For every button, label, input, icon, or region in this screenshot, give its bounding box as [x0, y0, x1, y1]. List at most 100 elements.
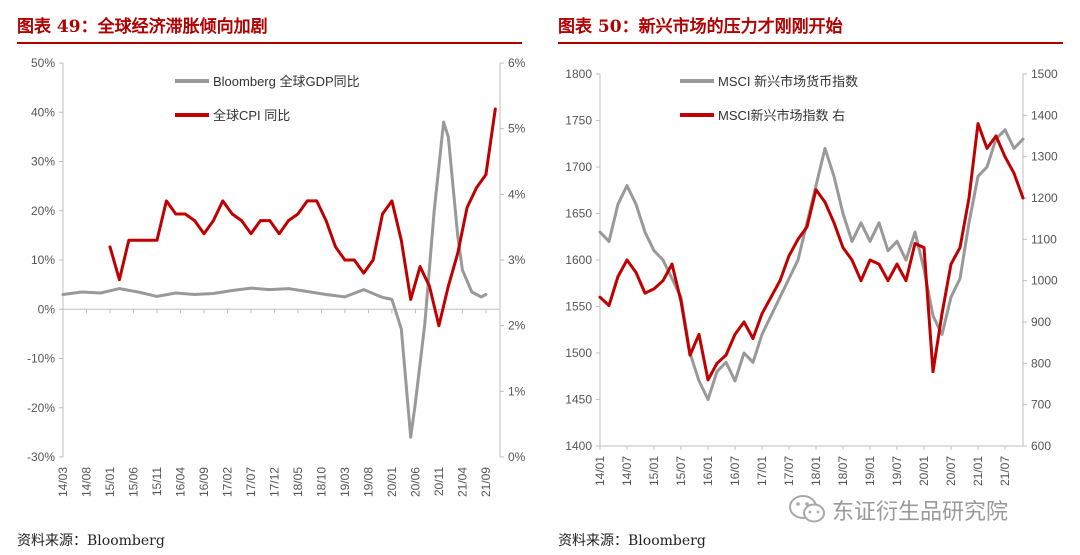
series-2-point — [814, 188, 818, 191]
series-1-point — [1003, 128, 1007, 132]
series-2-point — [428, 285, 431, 288]
series-2-point — [634, 271, 638, 274]
series-2-point — [484, 173, 488, 176]
y-left-tick-label: 1700 — [565, 160, 592, 174]
y-right-tick-label: 800 — [1031, 356, 1051, 370]
legend-label-2: 全球CPI 同比 — [213, 108, 290, 123]
series-2-point — [958, 246, 962, 249]
series-2-point — [287, 219, 290, 222]
series-line-2 — [108, 107, 497, 328]
x-tick-label: 20/07 — [944, 456, 958, 486]
series-2-point — [850, 258, 854, 262]
series-2-point — [607, 304, 611, 307]
y-left-tick-label: 1450 — [565, 393, 592, 407]
y-left-tick-label: -10% — [27, 352, 55, 366]
series-2-point — [913, 242, 917, 245]
series-2-point — [778, 279, 782, 283]
series-2-point — [787, 254, 791, 258]
series-2-point — [390, 199, 394, 203]
series-2-point — [249, 232, 253, 235]
series-2-point — [796, 238, 800, 241]
series-2-point — [661, 279, 665, 283]
series-1-point — [940, 333, 944, 336]
series-1-point — [859, 221, 863, 225]
series-2-point — [409, 298, 413, 301]
series-1-point — [456, 234, 460, 237]
series-2-point — [967, 196, 971, 200]
series-2-point — [949, 262, 953, 266]
series-1-point — [706, 398, 710, 401]
right-title-rule — [558, 42, 1063, 44]
x-tick-label: 17/12 — [267, 467, 281, 497]
y-right-tick-label: 900 — [1031, 315, 1051, 329]
y-left-tick-label: -30% — [27, 450, 55, 464]
y-right-tick-label: 0% — [508, 450, 526, 464]
left-chart-panel: 图表 49：全球经济滞胀倾向加剧 -30% -20% -10% 0% 10% 20% 30%… — [17, 17, 526, 549]
series-1-point — [362, 288, 366, 291]
series-2-point — [371, 258, 375, 262]
series-2-point — [174, 212, 178, 216]
series-2-point — [315, 199, 319, 203]
x-tick-label: 16/01 — [701, 456, 715, 486]
right-chart-title: 图表 50：新兴市场的压力才刚刚开始 — [558, 17, 843, 37]
series-2-point — [343, 258, 347, 262]
series-2-point — [769, 295, 773, 299]
series-2-point — [922, 246, 926, 249]
x-tick-label: 14/07 — [620, 456, 634, 486]
series-1-point — [118, 287, 121, 290]
series-2-point — [670, 262, 674, 266]
x-tick-label: 14/08 — [79, 467, 93, 497]
series-2-point — [353, 258, 356, 262]
x-tick-label: 19/07 — [890, 456, 904, 486]
series-1-point — [607, 240, 611, 243]
y-left-tick-label: 1500 — [565, 346, 592, 360]
y-left-tick-label: 1750 — [565, 114, 592, 128]
series-1-point — [823, 147, 827, 150]
series-1-point — [949, 295, 953, 299]
series-2-point — [456, 252, 460, 255]
y-left-tick-label: 1400 — [565, 439, 592, 453]
series-1-point — [423, 322, 427, 326]
series-2-point — [643, 291, 647, 295]
series-1-point — [868, 240, 872, 243]
series-1-point — [787, 277, 791, 280]
series-1-point — [470, 290, 474, 294]
series-1-point — [136, 290, 140, 294]
x-tick-label: 18/07 — [836, 456, 850, 486]
y-right-tick-label: 6% — [508, 56, 526, 70]
series-1-point — [461, 268, 464, 272]
series-1-point — [697, 379, 701, 383]
series-2-point — [742, 320, 746, 324]
y-right-tick-label: 1200 — [1031, 191, 1058, 205]
series-1-point — [751, 361, 755, 364]
series-1-point — [895, 240, 899, 243]
series-1-point — [742, 351, 746, 355]
series-2-point — [895, 262, 899, 266]
left-title-rule — [17, 42, 522, 44]
series-2-point — [877, 262, 881, 266]
series-2-point — [155, 239, 159, 242]
x-tick-label: 18/10 — [314, 467, 328, 497]
series-2-point — [202, 232, 206, 235]
series-1-point — [877, 221, 881, 225]
series-1-point — [400, 327, 403, 331]
series-line-1 — [598, 128, 1025, 401]
series-1-point — [913, 230, 917, 234]
series-2-point — [146, 239, 149, 242]
right-chart-panel: 图表 50：新兴市场的压力才刚刚开始 1400 1450 1500 1550 1600 1… — [540, 0, 1080, 555]
y-right-tick-label: 600 — [1031, 439, 1051, 453]
series-1-point — [381, 296, 384, 299]
x-tick-label: 18/01 — [809, 456, 823, 486]
series-2-point — [447, 285, 450, 288]
series-1-point — [625, 184, 629, 187]
series-1-point — [715, 370, 719, 373]
x-tick-label: 20/11 — [432, 467, 446, 496]
series-1-point — [850, 240, 854, 243]
series-2-point — [679, 300, 683, 303]
series-1-point — [832, 175, 836, 178]
x-tick-label: 15/11 — [150, 467, 164, 496]
series-2-point — [230, 212, 234, 216]
series-1-point — [760, 333, 764, 336]
legend-label-2: MSCI新兴市场指数 右 — [718, 108, 845, 123]
legend-label-1: Bloomberg 全球GDP同比 — [213, 74, 360, 89]
